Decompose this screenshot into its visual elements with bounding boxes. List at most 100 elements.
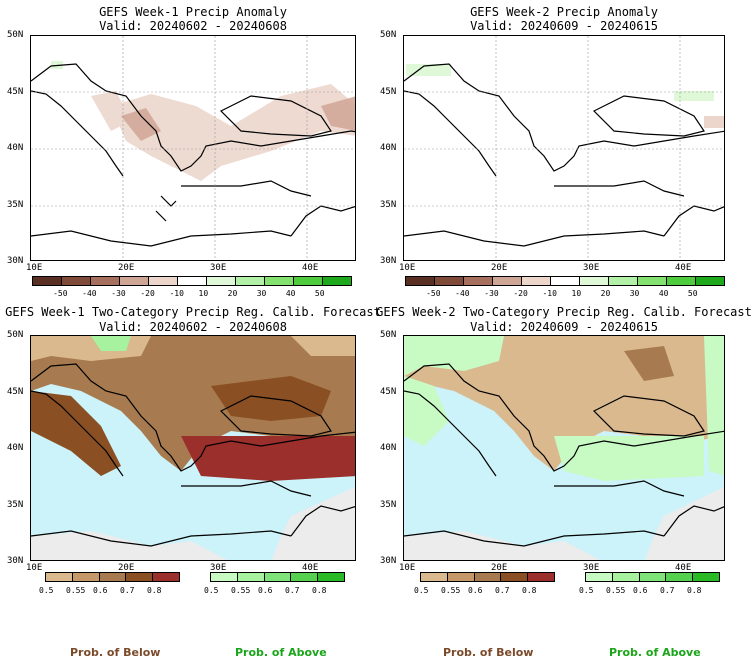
lat-tick: 50N	[7, 30, 24, 40]
colorbar-swatch	[464, 277, 493, 285]
lon-tick: 20E	[491, 263, 508, 273]
anomaly-shading	[406, 64, 724, 128]
lat-tick: 30N	[380, 256, 397, 266]
anomaly-colorbar-left	[32, 276, 352, 286]
legend-above-right: Prob. of Above	[609, 646, 701, 659]
lon-tick: 30E	[583, 563, 600, 573]
colorbar-swatch	[178, 277, 207, 285]
colorbar-label: -30	[484, 289, 499, 298]
lon-tick: 40E	[302, 563, 319, 573]
colorbar-swatch	[46, 573, 73, 581]
colorbar-swatch	[501, 573, 529, 581]
lon-tick: 20E	[491, 563, 508, 573]
colorbar-label: 0.55	[66, 586, 86, 595]
colorbar-swatch	[294, 277, 323, 285]
colorbar-swatch	[522, 277, 551, 285]
anomaly-colorbar-right	[405, 276, 725, 286]
lon-tick: 40E	[302, 263, 319, 273]
colorbar-swatch	[666, 573, 694, 581]
lat-tick: 45N	[380, 386, 397, 397]
colorbar-swatch	[126, 573, 154, 581]
colorbar-swatch	[667, 277, 696, 285]
lat-tick: 35N	[380, 499, 397, 510]
map-week2-probability	[403, 335, 725, 561]
lat-tick: 45N	[7, 86, 24, 97]
legend-below-left: Prob. of Below	[70, 646, 161, 659]
colorbar-label: 10	[198, 289, 209, 298]
lat-tick: 40N	[380, 443, 397, 453]
lat-tick: 30N	[380, 556, 397, 566]
colorbar-swatch	[696, 277, 724, 285]
colorbar-swatch	[153, 573, 179, 581]
panel1-title: GEFS Week-1 Precip Anomaly	[99, 5, 287, 19]
colorbar-swatch	[693, 573, 719, 581]
colorbar-label: 0.5	[579, 586, 594, 595]
colorbar-swatch	[639, 573, 667, 581]
colorbar-label: -30	[111, 289, 126, 298]
colorbar-label: 0.55	[441, 586, 461, 595]
colorbar-swatch	[33, 277, 62, 285]
colorbar-label: 0.7	[495, 586, 510, 595]
colorbar-swatch	[264, 573, 292, 581]
colorbar-label: 0.6	[468, 586, 483, 595]
colorbar-label: -20	[140, 289, 155, 298]
panel3-valid: Valid: 20240602 - 20240608	[99, 320, 287, 334]
colorbar-label: 0.5	[414, 586, 429, 595]
lon-tick: 30E	[210, 563, 227, 573]
colorbar-label: 20	[600, 289, 611, 298]
panel4-title: GEFS Week-2 Two-Category Precip Reg. Cal…	[376, 305, 752, 319]
colorbar-label: 30	[629, 289, 640, 298]
colorbar-swatch	[265, 277, 294, 285]
lon-tick: 10E	[26, 563, 43, 573]
legend-below-right: Prob. of Below	[443, 646, 534, 659]
colorbar-label: -20	[513, 289, 528, 298]
colorbar-label: 0.7	[285, 586, 300, 595]
lon-tick: 20E	[118, 563, 135, 573]
colorbar-swatch	[586, 573, 613, 581]
lon-tick: 20E	[118, 263, 135, 273]
colorbar-label: -40	[455, 289, 470, 298]
colorbar-swatch	[149, 277, 178, 285]
colorbar-label: 0.5	[204, 586, 219, 595]
colorbar-swatch	[236, 277, 265, 285]
colorbar-label: 0.8	[312, 586, 327, 595]
colorbar-swatch	[493, 277, 522, 285]
colorbar-swatch	[291, 573, 319, 581]
panel2-title: GEFS Week-2 Precip Anomaly	[470, 5, 658, 19]
colorbar-swatch	[421, 573, 448, 581]
lat-tick: 50N	[380, 330, 397, 340]
colorbar-label: 20	[227, 289, 238, 298]
colorbar-label: 0.7	[120, 586, 135, 595]
colorbar-swatch	[406, 277, 435, 285]
lat-tick: 40N	[380, 143, 397, 153]
lon-tick: 40E	[675, 263, 692, 273]
panel2-valid: Valid: 20240609 - 20240615	[470, 19, 658, 33]
colorbar-swatch	[474, 573, 502, 581]
lon-tick: 30E	[210, 263, 227, 273]
lat-tick: 35N	[380, 199, 397, 210]
colorbar-label: 0.6	[633, 586, 648, 595]
panel4-valid: Valid: 20240609 - 20240615	[470, 320, 658, 334]
colorbar-label: 50	[314, 289, 325, 298]
lat-tick: 50N	[7, 330, 24, 340]
lon-tick: 10E	[399, 563, 416, 573]
colorbar-label: 50	[687, 289, 698, 298]
colorbar-swatch	[435, 277, 464, 285]
colorbar-label: -10	[169, 289, 184, 298]
colorbar-label: 40	[658, 289, 669, 298]
colorbar-label: 0.5	[39, 586, 54, 595]
coastlines	[31, 36, 355, 260]
lat-tick: 30N	[7, 556, 24, 566]
lat-tick: 45N	[380, 86, 397, 97]
colorbar-label: -50	[426, 289, 441, 298]
below-colorbar-left	[45, 572, 180, 582]
colorbar-swatch	[528, 573, 554, 581]
colorbar-swatch	[609, 277, 638, 285]
colorbar-swatch	[91, 277, 120, 285]
map-week1-anomaly	[30, 35, 356, 261]
map-week1-probability	[30, 335, 356, 561]
colorbar-swatch	[612, 573, 640, 581]
coastlines	[31, 363, 355, 547]
above-colorbar-right	[585, 572, 720, 582]
colorbar-swatch	[580, 277, 609, 285]
